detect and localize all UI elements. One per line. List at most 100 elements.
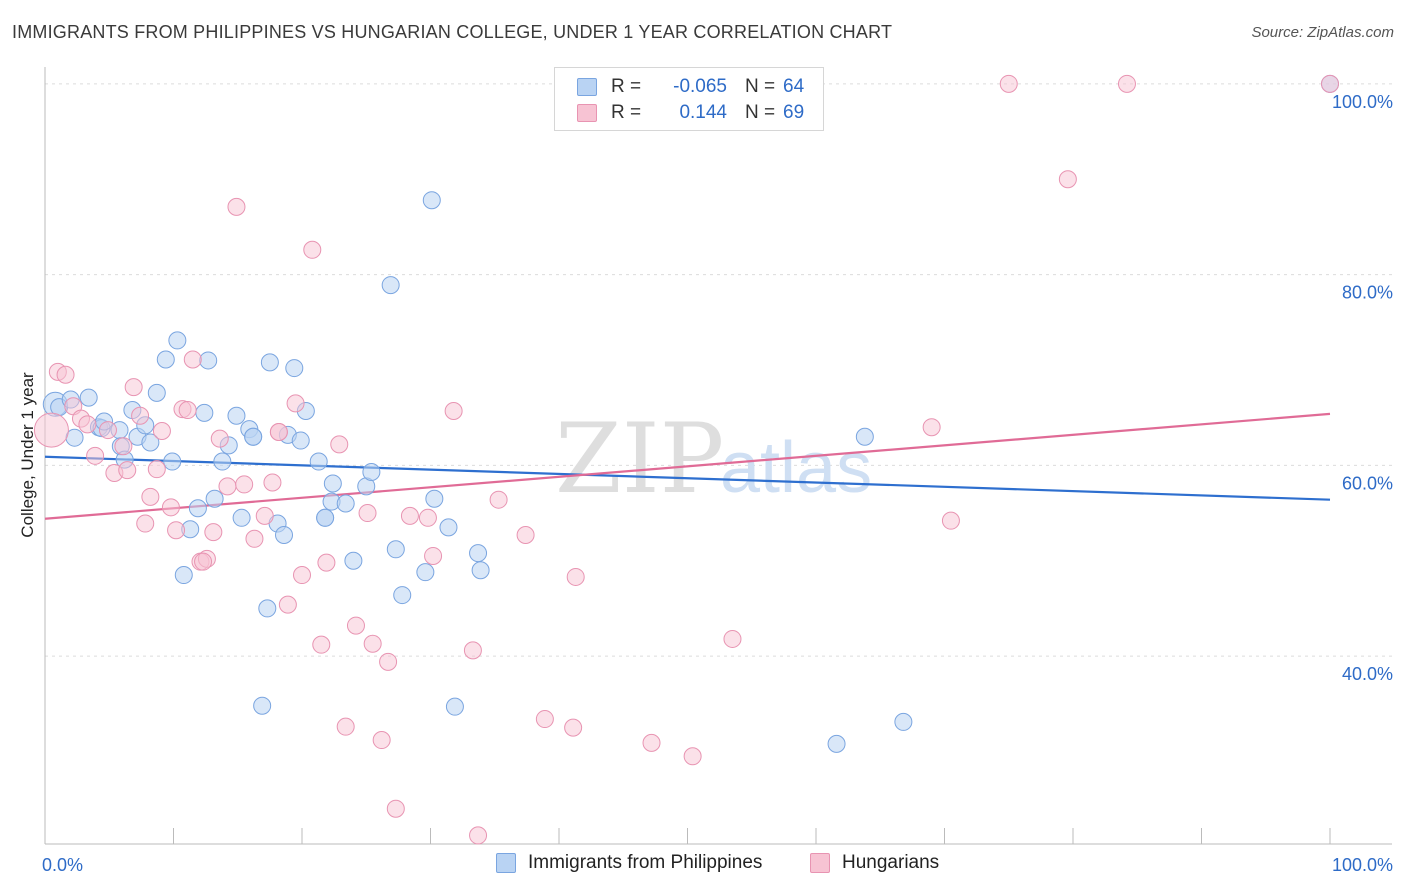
philippines-point <box>188 499 207 518</box>
y-tick-label: 60.0% <box>1342 473 1393 493</box>
hungarians-point <box>386 799 405 818</box>
hungarians-point <box>424 546 443 565</box>
philippines-point <box>275 525 294 544</box>
r-label: R = <box>611 76 642 97</box>
philippines-point <box>309 452 328 471</box>
philippines-point <box>386 540 405 559</box>
hungarians-point <box>999 74 1018 93</box>
hungarians-point <box>303 240 322 259</box>
hungarians-point <box>941 511 960 530</box>
philippines-point <box>141 433 160 452</box>
hungarians-point <box>566 567 585 586</box>
y-tick-label: 80.0% <box>1342 283 1393 303</box>
hungarians-point <box>227 197 246 216</box>
blue-swatch <box>496 853 516 873</box>
philippines-point <box>393 586 412 605</box>
pink-swatch <box>577 104 597 122</box>
r-label: R = <box>611 102 642 123</box>
philippines-point <box>285 359 304 378</box>
hungarians-point <box>1117 74 1136 93</box>
philippines-point <box>199 351 218 370</box>
philippines-trend-line <box>44 455 1331 501</box>
n-value: 64 <box>783 76 805 97</box>
hungarians-point <box>33 412 69 448</box>
hungarians-point <box>346 616 365 635</box>
hungarians-point <box>124 378 143 397</box>
philippines-point <box>232 508 251 527</box>
hungarians-point <box>317 553 336 572</box>
hungarians-point <box>263 473 282 492</box>
hungarians-point <box>1058 170 1077 189</box>
tick-labels: 40.0% 60.0% 80.0% 100.0% 0.0% 100.0% <box>42 92 1393 875</box>
legend-item-philippines[interactable]: Immigrants from Philippines <box>496 852 762 874</box>
hungarians-point <box>152 422 171 441</box>
legend-item-hungarians[interactable]: Hungarians <box>810 852 939 874</box>
philippines-point <box>439 518 458 537</box>
hungarians-point <box>330 435 349 454</box>
hungarians-point <box>161 498 180 517</box>
hungarians-point <box>86 446 105 465</box>
philippines-point <box>827 734 846 753</box>
philippines-point <box>362 463 381 482</box>
philippines-point <box>79 388 98 407</box>
philippines-point <box>381 276 400 295</box>
r-value: -0.065 <box>673 76 727 97</box>
hungarians-point <box>642 733 661 752</box>
blue-swatch <box>577 78 597 96</box>
hungarians-point <box>194 552 213 571</box>
philippines-point <box>855 427 874 446</box>
philippines-point <box>260 353 279 372</box>
philippines-point <box>344 551 363 570</box>
hungarians-point <box>363 634 382 653</box>
correlation-legend: R = -0.065 N = 64 R = 0.144 N = 69 <box>554 67 824 131</box>
legend-label: Immigrants from Philippines <box>528 852 763 873</box>
hungarians-point <box>245 529 264 548</box>
axes <box>44 67 1392 845</box>
hungarians-point <box>131 406 150 425</box>
philippines-point <box>205 489 224 508</box>
hungarians-point <box>118 461 137 480</box>
philippines-point <box>156 350 175 369</box>
hungarians-point <box>141 487 160 506</box>
n-label: N = <box>745 102 776 123</box>
philippines-point <box>213 452 232 471</box>
hungarians-point <box>372 731 391 750</box>
trend-lines <box>44 412 1331 520</box>
hungarians-point <box>336 717 355 736</box>
legend-row-philippines: R = -0.065 N = 64 <box>577 74 804 100</box>
hungarians-point <box>183 350 202 369</box>
hungarians-point <box>218 477 237 496</box>
hungarians-point <box>535 710 554 729</box>
philippines-point <box>471 561 490 580</box>
hungarians-point <box>922 418 941 437</box>
hungarians-point <box>204 523 223 542</box>
r-value: 0.144 <box>679 102 727 123</box>
n-value: 69 <box>783 102 805 123</box>
hungarians-point <box>683 747 702 766</box>
y-tick-label: 40.0% <box>1342 664 1393 684</box>
hungarians-point <box>235 475 254 494</box>
hungarians-point <box>56 365 75 384</box>
chart-title: IMMIGRANTS FROM PHILIPPINES VS HUNGARIAN… <box>12 22 893 42</box>
hungarians-point <box>358 504 377 523</box>
y-tick-label: 100.0% <box>1332 92 1393 112</box>
hungarians-point <box>210 429 229 448</box>
hungarians-point <box>400 506 419 525</box>
philippines-point <box>244 427 263 446</box>
hungarians-point <box>293 566 311 585</box>
hungarians-point <box>723 629 742 648</box>
philippines-point <box>894 712 913 731</box>
hungarians-point <box>469 826 488 845</box>
hungarians-point <box>444 401 463 420</box>
hungarians-point <box>136 514 155 533</box>
hungarians-point <box>379 652 398 671</box>
philippines-point <box>163 452 182 471</box>
gridlines <box>45 83 1392 657</box>
philippines-point <box>469 544 488 563</box>
x-tick-label: 0.0% <box>42 855 83 875</box>
philippines-point <box>336 494 355 513</box>
hungarians-point <box>269 422 288 441</box>
philippines-point <box>425 489 444 508</box>
hungarians-point <box>463 641 482 660</box>
